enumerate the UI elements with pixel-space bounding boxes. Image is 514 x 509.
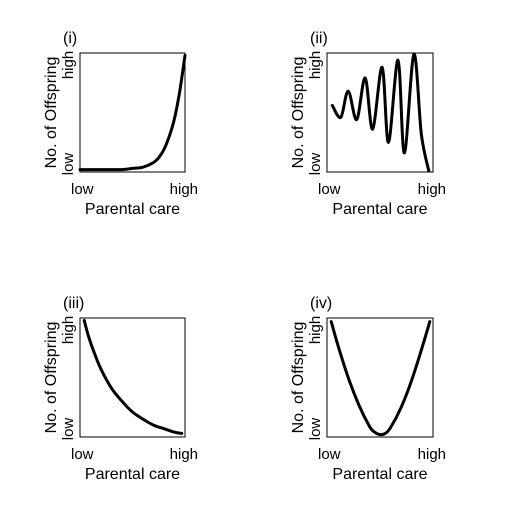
y-axis-title: No. of Offspring	[290, 57, 307, 169]
y-tick-label-high: high	[307, 316, 324, 344]
x-tick-label-high: high	[170, 181, 198, 198]
x-tick-label-high: high	[418, 181, 446, 198]
panel-label: (i)	[63, 30, 77, 47]
x-axis-title: Parental care	[332, 466, 427, 483]
y-tick-label-high: high	[307, 51, 324, 79]
panel-label: (iv)	[310, 295, 332, 312]
x-tick-label-low: low	[318, 181, 341, 198]
y-axis-title: No. of Offspring	[290, 322, 307, 434]
panel-label: (ii)	[310, 30, 328, 47]
plot-frame	[326, 52, 434, 173]
y-tick-label-high: high	[60, 51, 77, 79]
y-tick-label-low: low	[307, 153, 324, 176]
series-line	[329, 320, 432, 437]
y-tick-label-high: high	[60, 316, 77, 344]
x-axis-title: Parental care	[85, 466, 180, 483]
x-axis-title: Parental care	[332, 201, 427, 218]
plot-frame	[79, 317, 186, 438]
y-axis-title: No. of Offspring	[43, 57, 60, 169]
plot-frame	[326, 317, 434, 438]
panel-label: (iii)	[63, 295, 84, 312]
plot-frame	[79, 52, 186, 173]
series-line	[82, 318, 184, 435]
series-line	[330, 52, 431, 173]
y-axis-title: No. of Offspring	[43, 322, 60, 434]
x-axis-title: Parental care	[85, 201, 180, 218]
x-tick-label-high: high	[170, 446, 198, 463]
y-tick-label-low: low	[60, 153, 77, 176]
x-tick-label-low: low	[71, 181, 94, 198]
series-line	[78, 53, 187, 172]
y-tick-label-low: low	[307, 418, 324, 441]
y-tick-label-low: low	[60, 418, 77, 441]
x-tick-label-high: high	[418, 446, 446, 463]
x-tick-label-low: low	[71, 446, 94, 463]
x-tick-label-low: low	[318, 446, 341, 463]
